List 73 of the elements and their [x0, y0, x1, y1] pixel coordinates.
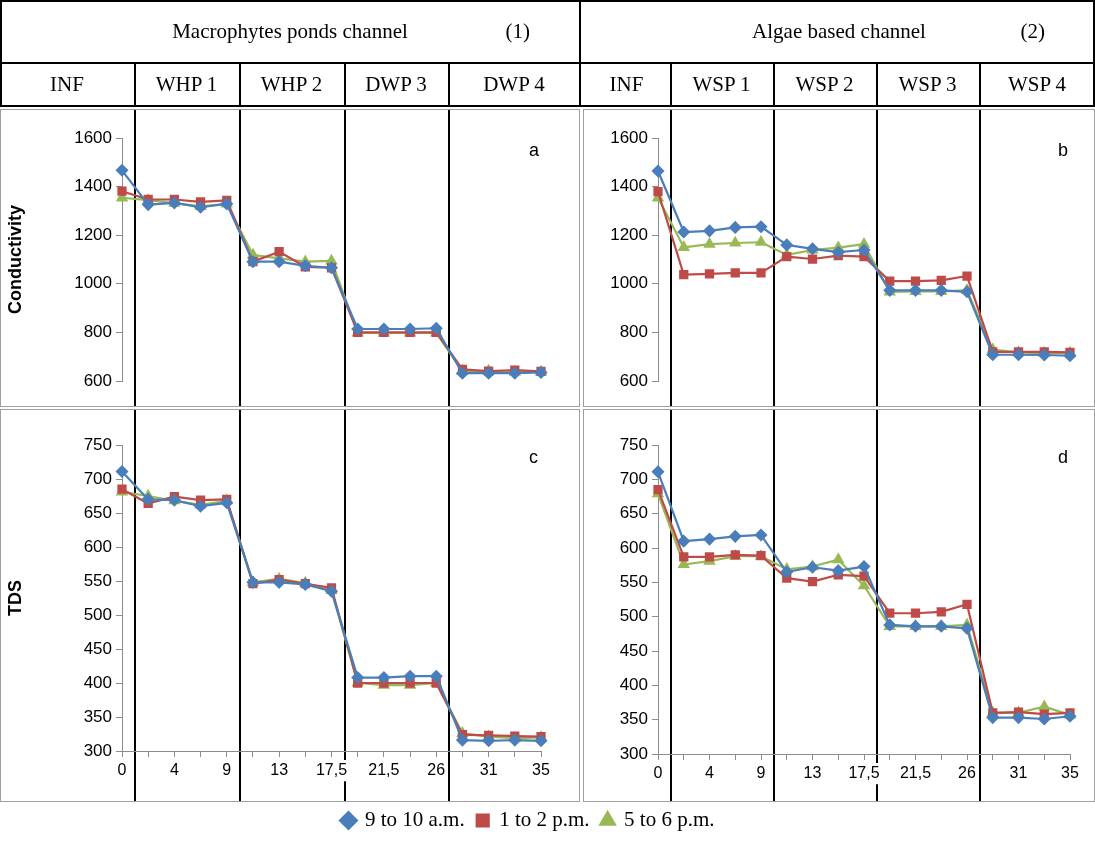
x-tick-label: 13	[270, 761, 289, 779]
y-tick-label: 750	[83, 434, 112, 454]
legend-label: 9 to 10 a.m.	[364, 807, 465, 832]
text: WSP 1	[691, 71, 752, 98]
x-tick-label: 13	[803, 764, 822, 782]
y-tick-label: 500	[619, 606, 648, 626]
x-tick-label: 4	[705, 764, 715, 782]
y-tick-label: 600	[619, 537, 648, 557]
y-tick-label: 1400	[610, 176, 648, 196]
y-tick-label: 1200	[610, 224, 648, 244]
text: WSP 4	[1006, 71, 1068, 98]
legend-label: 5 to 6 p.m.	[624, 807, 715, 832]
text: WSP 3	[897, 71, 958, 98]
x-tick-label: 9	[222, 761, 232, 779]
y-tick-label: 700	[619, 469, 648, 489]
y-tick-label: 550	[83, 570, 112, 590]
y-tick-label: 450	[83, 638, 112, 658]
y-tick-label: 600	[83, 536, 112, 556]
x-tick-label: 35	[1061, 764, 1079, 782]
y-tick-label: 550	[619, 572, 648, 592]
y-axis-title: Conductivity	[4, 204, 25, 315]
x-tick-label: 35	[532, 761, 550, 779]
y-tick-label: 450	[619, 640, 648, 660]
y-tick-label: 700	[83, 468, 112, 488]
y-tick-label: 1400	[74, 176, 112, 196]
text: DWP 4	[482, 71, 546, 98]
text: (1)	[505, 17, 530, 45]
x-tick-label: 21,5	[899, 764, 932, 782]
x-tick-label: 17,5	[848, 764, 880, 782]
y-tick-label: 750	[619, 434, 648, 454]
x-tick-label: 0	[117, 761, 127, 779]
x-tick-label: 31	[479, 761, 498, 779]
x-tick-label: 31	[1009, 764, 1028, 782]
y-tick-label: 400	[619, 675, 648, 695]
annotation: a	[529, 140, 540, 161]
y-tick-label: 650	[83, 502, 112, 522]
y-axis-title: TDS	[4, 580, 25, 616]
chart-title: Macrophytes ponds channel	[172, 18, 408, 44]
text: WHP 1	[154, 71, 219, 98]
x-tick-label: 21,5	[368, 761, 400, 779]
y-tick-label: 600	[619, 370, 648, 390]
y-tick-label: 1000	[74, 273, 112, 293]
x-tick-label: 26	[958, 764, 976, 782]
text: INF	[608, 71, 645, 98]
annotation: b	[1058, 140, 1069, 161]
y-tick-label: 800	[619, 322, 648, 342]
y-tick-label: 600	[83, 370, 112, 390]
y-tick-label: 650	[619, 503, 648, 523]
x-tick-label: 4	[169, 761, 179, 779]
x-tick-label: 17,5	[315, 761, 348, 779]
y-tick-label: 300	[83, 740, 112, 760]
y-tick-label: 500	[83, 604, 112, 624]
y-tick-label: 800	[83, 322, 112, 342]
annotation: c	[529, 447, 538, 468]
annotation: d	[1058, 447, 1069, 468]
text: (2)	[1020, 17, 1045, 45]
y-tick-label: 350	[619, 709, 648, 729]
legend-label: 1 to 2 p.m.	[499, 807, 590, 832]
x-tick-label: 26	[427, 761, 446, 779]
chart-title: Algae based channel	[752, 18, 926, 44]
text: INF	[49, 71, 85, 98]
y-tick-label: 350	[83, 706, 112, 726]
text: WHP 2	[259, 71, 324, 98]
y-tick-label: 1000	[610, 273, 648, 293]
x-tick-label: 0	[653, 764, 663, 782]
y-tick-label: 1600	[610, 127, 648, 147]
text: DWP 3	[364, 71, 428, 98]
x-tick-label: 9	[756, 764, 766, 782]
text: WSP 2	[794, 71, 855, 98]
y-tick-label: 300	[619, 743, 648, 763]
y-tick-label: 400	[83, 672, 112, 692]
y-tick-label: 1200	[74, 224, 112, 244]
y-tick-label: 1600	[74, 127, 112, 147]
